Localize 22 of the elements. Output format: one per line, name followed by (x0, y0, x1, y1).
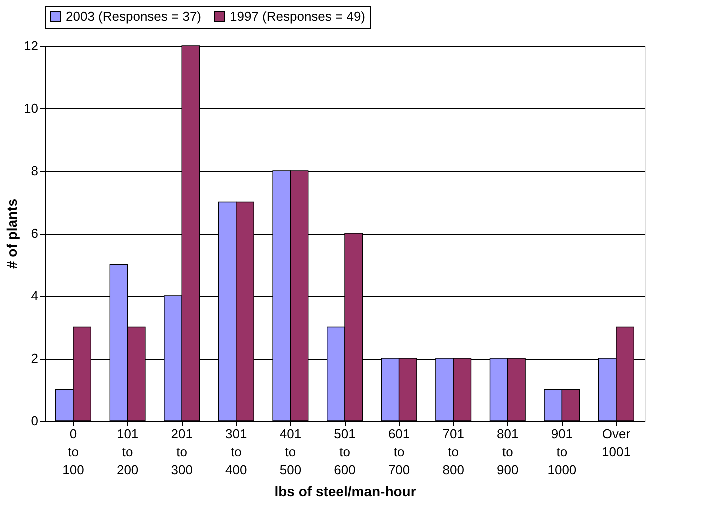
y-tick-label: 10 (24, 101, 38, 116)
y-axis-title: # of plants (4, 198, 20, 270)
y-tick-label: 4 (31, 288, 38, 304)
x-tick-label: 701 to 800 (442, 426, 464, 478)
x-axis-title: lbs of steel/man-hour (274, 484, 417, 500)
x-tick-label: 801 to 900 (497, 426, 519, 478)
y-tick-label: 12 (24, 38, 38, 54)
x-tick-label: 0 to 100 (62, 426, 84, 478)
y-tick-label: 2 (31, 351, 38, 366)
x-tick-label: 601 to 700 (388, 426, 410, 478)
legend-label: 1997 (Responses = 49) (230, 8, 366, 24)
legend-label: 2003 (Responses = 37) (66, 8, 202, 24)
x-tick-label: 901 to 1000 (548, 426, 577, 478)
y-tick-label: 0 (31, 414, 38, 428)
x-tick-label: 301 to 400 (226, 426, 248, 478)
x-tick-label: 501 to 600 (334, 426, 356, 478)
x-tick-label: Over 1001 (602, 426, 632, 460)
x-tick-label: 201 to 300 (171, 426, 193, 478)
y-tick-label: 6 (31, 226, 38, 241)
y-tick-label: 8 (31, 164, 38, 178)
x-tick-label: 101 to 200 (116, 426, 139, 478)
x-tick-label: 401 to 500 (280, 426, 302, 478)
